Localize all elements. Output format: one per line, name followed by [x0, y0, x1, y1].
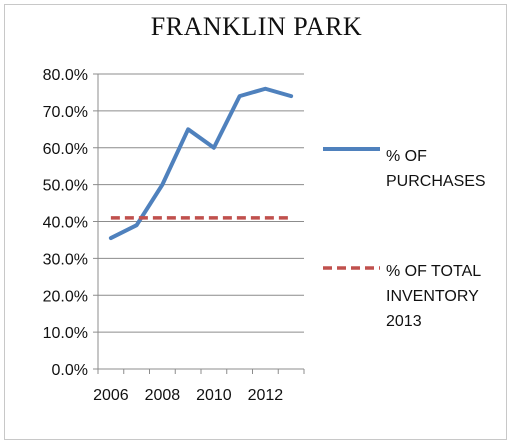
- x-axis: 2006 2008 2010 2012: [93, 369, 305, 404]
- y-tick-label: 40.0%: [43, 215, 88, 232]
- x-tick-label: 2010: [196, 387, 232, 404]
- x-tick-label: 2008: [145, 387, 181, 404]
- y-tick-label: 0.0%: [52, 362, 88, 379]
- y-tick-label: 70.0%: [43, 104, 88, 121]
- legend: [323, 147, 380, 270]
- y-axis: 0.0% 10.0% 20.0% 30.0% 40.0% 50.0% 60.0% 70.0% 8…: [43, 67, 99, 379]
- y-tick-label: 20.0%: [43, 288, 88, 305]
- x-tick-label: 2012: [248, 387, 284, 404]
- y-tick-label: 50.0%: [43, 178, 88, 195]
- y-tick-label: 60.0%: [43, 141, 88, 158]
- y-tick-label: 80.0%: [43, 67, 88, 84]
- series-layer: [108, 86, 294, 241]
- y-tick-label: 10.0%: [43, 325, 88, 342]
- y-tick-label: 30.0%: [43, 251, 88, 268]
- legend-label-purchases: % OF PURCHASES: [386, 148, 486, 190]
- chart-title: FRANKLIN PARK: [150, 12, 363, 41]
- gridlines: [98, 73, 304, 370]
- legend-label-inventory: % OF TOTAL INVENTORY 2013: [386, 263, 482, 330]
- x-tick-label: 2006: [93, 387, 129, 404]
